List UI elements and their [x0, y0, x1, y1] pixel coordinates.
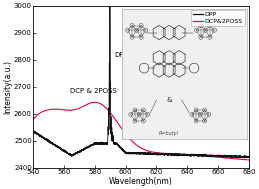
Legend: DPP, DCP&2POSS: DPP, DCP&2POSS — [191, 10, 244, 26]
Text: DPP: DPP — [114, 52, 128, 57]
Y-axis label: Intensity(a.u.): Intensity(a.u.) — [3, 60, 12, 114]
X-axis label: Wavelength(nm): Wavelength(nm) — [109, 177, 173, 186]
Text: DCP & 2POSS: DCP & 2POSS — [70, 88, 117, 94]
